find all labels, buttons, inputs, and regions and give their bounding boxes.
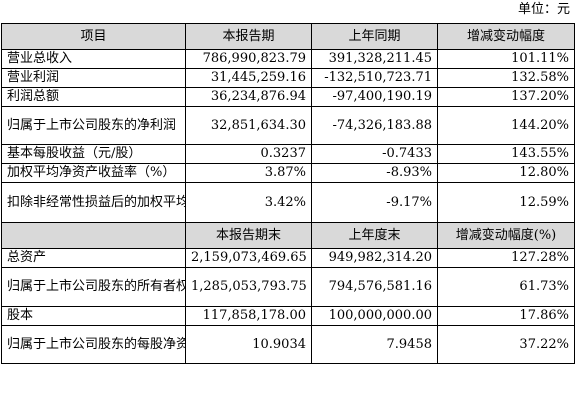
- prior-value: -132,510,723.71: [311, 68, 438, 88]
- row-label: 股本: [1, 306, 186, 326]
- table-row: 基本每股收益（元/股） 0.3237 -0.7433 143.55%: [1, 144, 575, 164]
- row-label: 总资产: [1, 248, 186, 268]
- header-period-end: 本报告期末: [185, 222, 312, 249]
- header-row-1: 项目 本报告期 上年同期 增减变动幅度: [1, 23, 575, 50]
- current-value: 2,159,073,469.65: [185, 248, 312, 268]
- current-value: 3.42%: [185, 182, 312, 223]
- row-label: 加权平均净资产收益率（%）: [1, 163, 186, 183]
- table-row: 加权平均净资产收益率（%） 3.87% -8.93% 12.80%: [1, 163, 575, 183]
- change-rate: 144.20%: [437, 106, 575, 145]
- prior-value: -74,326,183.88: [311, 106, 438, 145]
- table-row: 归属于上市公司股东的所有者权益 1,285,053,793.75 794,576…: [1, 267, 575, 307]
- row-label: 归属于上市公司股东的所有者权益: [1, 267, 186, 307]
- prior-value: -97,400,190.19: [311, 87, 438, 107]
- change-rate: 143.55%: [437, 144, 575, 164]
- row-label: 营业利润: [1, 68, 186, 88]
- change-rate: 12.59%: [437, 182, 575, 223]
- current-value: 3.87%: [185, 163, 312, 183]
- header-item-blank: [1, 222, 186, 249]
- header-change-rate-percent: 增减变动幅度(%): [437, 222, 575, 249]
- change-rate: 101.11%: [437, 49, 575, 69]
- prior-value: 794,576,581.16: [311, 267, 438, 307]
- table-row: 扣除非经常性损益后的加权平均净资产收益率（%） 3.42% -9.17% 12.…: [1, 182, 575, 223]
- table-row: 总资产 2,159,073,469.65 949,982,314.20 127.…: [1, 248, 575, 268]
- prior-value: 7.9458: [311, 325, 438, 364]
- current-value: 36,234,876.94: [185, 87, 312, 107]
- change-rate: 137.20%: [437, 87, 575, 107]
- row-label: 利润总额: [1, 87, 186, 107]
- current-value: 1,285,053,793.75: [185, 267, 312, 307]
- row-label: 归属于上市公司股东的每股净资产（元/股）: [1, 325, 186, 364]
- change-rate: 132.58%: [437, 68, 575, 88]
- current-value: 31,445,259.16: [185, 68, 312, 88]
- change-rate: 61.73%: [437, 267, 575, 307]
- row-label: 归属于上市公司股东的净利润: [1, 106, 186, 145]
- table-row: 股本 117,858,178.00 100,000,000.00 17.86%: [1, 306, 575, 326]
- current-value: 117,858,178.00: [185, 306, 312, 326]
- change-rate: 17.86%: [437, 306, 575, 326]
- table-row: 归属于上市公司股东的净利润 32,851,634.30 -74,326,183.…: [1, 106, 575, 145]
- table-row: 营业总收入 786,990,823.79 391,328,211.45 101.…: [1, 49, 575, 69]
- prior-value: -8.93%: [311, 163, 438, 183]
- prior-value: 391,328,211.45: [311, 49, 438, 69]
- table-row: 归属于上市公司股东的每股净资产（元/股） 10.9034 7.9458 37.2…: [1, 325, 575, 364]
- current-value: 0.3237: [185, 144, 312, 164]
- change-rate: 37.22%: [437, 325, 575, 364]
- header-change-rate: 增减变动幅度: [437, 23, 575, 50]
- header-prior-year-end: 上年度末: [311, 222, 438, 249]
- header-prior-period: 上年同期: [311, 23, 438, 50]
- current-value: 786,990,823.79: [185, 49, 312, 69]
- row-label: 基本每股收益（元/股）: [1, 144, 186, 164]
- row-label: 营业总收入: [1, 49, 186, 69]
- prior-value: 949,982,314.20: [311, 248, 438, 268]
- row-label: 扣除非经常性损益后的加权平均净资产收益率（%）: [1, 182, 186, 223]
- prior-value: -9.17%: [311, 182, 438, 223]
- header-row-2: 本报告期末 上年度末 增减变动幅度(%): [1, 222, 575, 249]
- prior-value: 100,000,000.00: [311, 306, 438, 326]
- financial-summary-table: 项目 本报告期 上年同期 增减变动幅度 营业总收入 786,990,823.79…: [1, 23, 575, 364]
- prior-value: -0.7433: [311, 144, 438, 164]
- current-value: 32,851,634.30: [185, 106, 312, 145]
- current-value: 10.9034: [185, 325, 312, 364]
- change-rate: 127.28%: [437, 248, 575, 268]
- unit-label: 单位：元: [517, 2, 570, 17]
- header-current-period: 本报告期: [185, 23, 312, 50]
- table-row: 营业利润 31,445,259.16 -132,510,723.71 132.5…: [1, 68, 575, 88]
- table-row: 利润总额 36,234,876.94 -97,400,190.19 137.20…: [1, 87, 575, 107]
- header-item: 项目: [1, 23, 186, 50]
- change-rate: 12.80%: [437, 163, 575, 183]
